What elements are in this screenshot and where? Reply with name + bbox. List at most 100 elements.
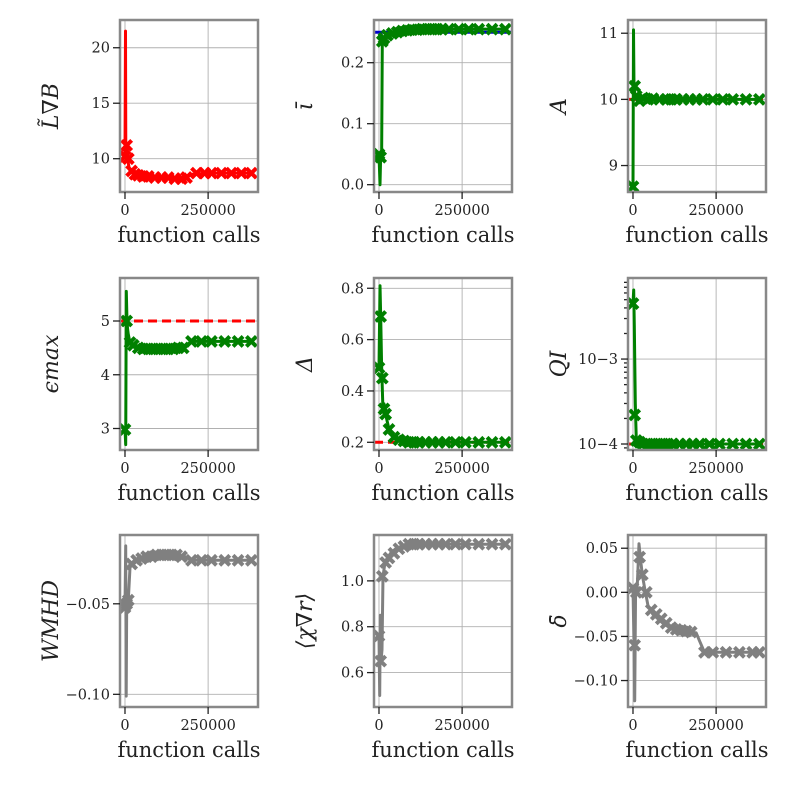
x-tick-label: 0 xyxy=(120,203,129,219)
data-point-marker xyxy=(485,435,499,449)
data-point-marker xyxy=(218,553,232,567)
y-tick-label: 0.1 xyxy=(341,117,364,133)
data-point-marker xyxy=(379,407,393,421)
plot-area xyxy=(120,29,258,186)
x-tick-label: 250000 xyxy=(434,718,489,734)
x-tick-label: 0 xyxy=(374,718,383,734)
series-line xyxy=(377,284,506,444)
subplot-6: 0 250000 10−4 10−3 function calls QI xyxy=(547,276,769,505)
x-tick-label: 0 xyxy=(628,718,637,734)
data-point-marker xyxy=(693,437,706,450)
data-point-marker xyxy=(628,180,640,192)
plot-area xyxy=(120,289,258,447)
x-axis-label: function calls xyxy=(625,738,768,762)
axes-frame xyxy=(118,533,260,709)
y-axis-label: A xyxy=(547,98,572,116)
y-tick-label: −0.10 xyxy=(574,674,618,690)
x-tick-label: 0 xyxy=(120,718,129,734)
data-point-marker xyxy=(120,314,134,328)
subplot-3: 0 250000 9 10 11 function calls A xyxy=(547,18,769,247)
data-point-marker xyxy=(633,550,647,564)
x-tick-label: 0 xyxy=(120,461,129,477)
data-point-marker xyxy=(374,629,386,643)
x-tick-label: 250000 xyxy=(688,203,743,219)
data-point-marker xyxy=(452,22,466,36)
data-point-marker xyxy=(205,335,218,348)
x-axis-label: function calls xyxy=(117,223,260,247)
data-point-marker xyxy=(696,92,710,106)
data-point-marker xyxy=(726,92,740,106)
data-point-marker xyxy=(498,435,512,449)
data-point-marker xyxy=(244,166,258,180)
plot-area xyxy=(628,28,766,192)
data-point-marker xyxy=(639,585,653,599)
plot-area xyxy=(628,542,766,703)
y-tick-label: 3 xyxy=(101,422,110,438)
data-point-marker xyxy=(498,22,512,36)
data-point-marker xyxy=(472,537,486,551)
data-point-marker xyxy=(726,437,740,450)
x-tick-label: 250000 xyxy=(688,718,743,734)
y-tick-label: 0.8 xyxy=(341,620,364,636)
y-tick-label: 0.2 xyxy=(341,435,364,451)
data-point-marker xyxy=(185,553,198,567)
y-axis-label: ῑ xyxy=(293,101,318,110)
data-point-marker xyxy=(439,435,452,449)
data-point-marker xyxy=(120,138,134,152)
data-point-marker xyxy=(628,638,642,652)
y-axis-label: ϵmax xyxy=(39,334,64,393)
y-axis-label: QI xyxy=(547,349,572,377)
data-point-marker xyxy=(234,166,248,180)
y-tick-label: 10−3 xyxy=(578,352,618,368)
data-point-marker xyxy=(752,92,766,106)
data-point-marker xyxy=(195,553,208,567)
y-tick-label: 0.6 xyxy=(341,333,364,349)
y-axis-label: ⟨χ∇r⟩ xyxy=(293,593,318,649)
data-point-marker xyxy=(706,92,720,106)
data-point-marker xyxy=(205,553,218,567)
axes-frame xyxy=(118,18,260,194)
data-point-marker xyxy=(215,166,228,180)
data-point-marker xyxy=(732,645,746,659)
series-line xyxy=(631,542,760,703)
y-tick-label: 15 xyxy=(92,96,110,112)
x-axis-label: function calls xyxy=(371,738,514,762)
axes-frame xyxy=(626,276,768,452)
x-tick-label: 0 xyxy=(628,203,637,219)
data-point-marker xyxy=(628,297,640,310)
data-point-marker xyxy=(244,335,258,348)
y-tick-label: −0.05 xyxy=(574,629,618,645)
x-tick-label: 250000 xyxy=(434,203,489,219)
x-axis-label: function calls xyxy=(371,481,514,505)
data-point-marker xyxy=(224,166,238,180)
y-tick-label: 10−4 xyxy=(578,437,618,453)
data-point-marker xyxy=(472,22,486,36)
x-tick-label: 0 xyxy=(628,461,637,477)
data-point-marker xyxy=(459,435,472,449)
subplot-8: 0 250000 0.6 0.8 1.0 function calls ⟨χ∇r⟩ xyxy=(293,533,515,762)
data-point-marker xyxy=(121,152,135,166)
data-point-marker xyxy=(459,537,472,551)
data-point-marker xyxy=(739,92,753,106)
subplot-9: 0 250000 −0.10 −0.05 0.00 0.05 function calls δ… xyxy=(547,533,769,762)
series-line xyxy=(123,289,252,447)
y-tick-label: 0.05 xyxy=(586,541,618,557)
axes-frame xyxy=(118,276,260,452)
data-point-marker xyxy=(706,645,720,659)
y-tick-label: −0.05 xyxy=(66,597,110,613)
plot-area xyxy=(374,537,512,697)
data-point-marker xyxy=(231,335,245,348)
data-point-marker xyxy=(120,423,132,436)
data-point-marker xyxy=(244,553,258,567)
data-point-marker xyxy=(752,437,766,450)
series-line xyxy=(123,544,252,698)
data-point-marker xyxy=(739,437,753,450)
data-point-marker xyxy=(180,171,193,184)
data-point-marker xyxy=(374,654,388,668)
x-tick-label: 0 xyxy=(374,461,383,477)
x-axis-label: function calls xyxy=(117,738,260,762)
y-tick-label: 0.0 xyxy=(341,178,364,194)
axes-frame xyxy=(372,533,514,709)
subplot-5: 0 250000 0.2 0.4 0.6 0.8 function calls Δ xyxy=(293,276,515,505)
